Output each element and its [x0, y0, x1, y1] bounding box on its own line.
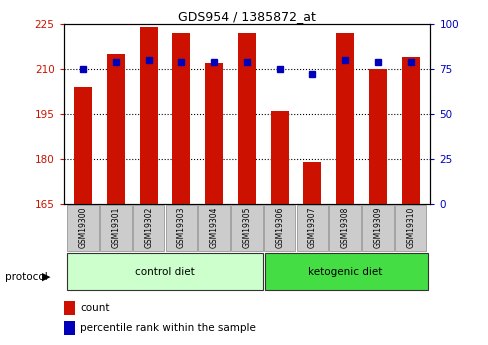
Bar: [198, 205, 229, 251]
Text: GSM19300: GSM19300: [79, 207, 87, 248]
Bar: [270, 111, 288, 204]
Bar: [140, 27, 158, 204]
Bar: [362, 205, 393, 251]
Bar: [303, 162, 321, 204]
Bar: [63, 322, 74, 335]
Text: percentile rank within the sample: percentile rank within the sample: [80, 323, 255, 333]
Title: GDS954 / 1385872_at: GDS954 / 1385872_at: [178, 10, 315, 23]
Bar: [107, 54, 125, 204]
Text: GSM19308: GSM19308: [340, 207, 349, 248]
Bar: [205, 63, 223, 204]
Text: GSM19303: GSM19303: [177, 207, 185, 248]
Bar: [238, 33, 255, 204]
Bar: [133, 205, 164, 251]
Bar: [296, 205, 327, 251]
Text: GSM19304: GSM19304: [209, 207, 218, 248]
Text: GSM19305: GSM19305: [242, 207, 251, 248]
Bar: [394, 205, 426, 251]
Bar: [100, 205, 131, 251]
Text: GSM19301: GSM19301: [111, 207, 120, 248]
Text: ketogenic diet: ketogenic diet: [307, 267, 382, 277]
Bar: [335, 33, 353, 204]
Bar: [231, 205, 262, 251]
Bar: [172, 33, 190, 204]
Bar: [67, 254, 262, 290]
Bar: [368, 69, 386, 204]
Text: GSM19306: GSM19306: [275, 207, 284, 248]
Text: GSM19309: GSM19309: [373, 207, 382, 248]
Text: GSM19310: GSM19310: [406, 207, 414, 248]
Bar: [63, 301, 74, 315]
Bar: [67, 205, 99, 251]
Text: ▶: ▶: [41, 272, 50, 282]
Bar: [264, 205, 295, 251]
Text: control diet: control diet: [135, 267, 195, 277]
Bar: [74, 87, 92, 204]
Bar: [264, 254, 427, 290]
Text: GSM19302: GSM19302: [144, 207, 153, 248]
Bar: [165, 205, 197, 251]
Text: count: count: [80, 303, 109, 313]
Bar: [329, 205, 360, 251]
Text: GSM19307: GSM19307: [307, 207, 316, 248]
Bar: [401, 57, 419, 204]
Text: protocol: protocol: [5, 272, 47, 282]
